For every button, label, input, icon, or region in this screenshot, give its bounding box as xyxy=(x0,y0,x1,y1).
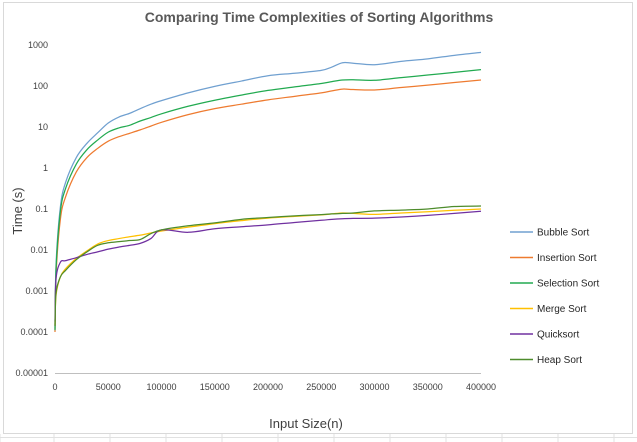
x-tick-label: 400000 xyxy=(466,382,496,392)
legend-item-selection-sort[interactable]: Selection Sort xyxy=(510,279,599,290)
legend-item-bubble-sort[interactable]: Bubble Sort xyxy=(510,228,589,239)
series-line-heap-sort[interactable] xyxy=(54,205,482,327)
x-tick-label: 150000 xyxy=(200,382,230,392)
series-line-quicksort[interactable] xyxy=(54,210,482,322)
series-line-selection-sort[interactable] xyxy=(54,69,482,331)
series-line-bubble-sort[interactable] xyxy=(54,51,482,329)
series-lines xyxy=(54,51,482,333)
legend-label: Merge Sort xyxy=(537,304,587,315)
legend-label: Heap Sort xyxy=(537,355,582,366)
legend-label: Quicksort xyxy=(537,330,579,341)
y-tick-label: 0.0001 xyxy=(20,327,48,337)
legend[interactable]: Bubble Sort Insertion Sort Selection Sort M… xyxy=(510,228,599,367)
y-tick-label: 0.1 xyxy=(35,204,48,214)
legend-item-quicksort[interactable]: Quicksort xyxy=(510,330,579,341)
line-chart: Comparing Time Complexities of Sorting A… xyxy=(10,9,599,431)
y-tick-label: 1000 xyxy=(28,40,48,50)
x-tick-label: 300000 xyxy=(359,382,389,392)
x-tick-label: 200000 xyxy=(253,382,283,392)
y-axis-ticks: 0.00001 0.0001 0.001 0.01 0.1 1 10 100 1000 xyxy=(15,40,48,378)
x-tick-label: 100000 xyxy=(146,382,176,392)
legend-label: Selection Sort xyxy=(537,279,599,290)
chart-title: Comparing Time Complexities of Sorting A… xyxy=(145,9,494,25)
series-line-insertion-sort[interactable] xyxy=(54,79,482,333)
y-axis-title: Time (s) xyxy=(10,187,25,234)
x-tick-label: 350000 xyxy=(413,382,443,392)
legend-label: Bubble Sort xyxy=(537,228,589,239)
y-tick-label: 1 xyxy=(43,163,48,173)
x-axis-title: Input Size(n) xyxy=(269,416,343,431)
x-tick-label: 250000 xyxy=(306,382,336,392)
x-tick-label: 50000 xyxy=(96,382,121,392)
legend-item-insertion-sort[interactable]: Insertion Sort xyxy=(510,253,597,264)
legend-label: Insertion Sort xyxy=(537,253,597,264)
y-tick-label: 10 xyxy=(38,122,48,132)
y-tick-label: 100 xyxy=(33,81,48,91)
y-tick-label: 0.00001 xyxy=(15,368,48,378)
series-line-merge-sort[interactable] xyxy=(54,208,482,325)
legend-item-merge-sort[interactable]: Merge Sort xyxy=(510,304,587,315)
x-tick-label: 0 xyxy=(52,382,57,392)
legend-item-heap-sort[interactable]: Heap Sort xyxy=(510,355,582,366)
y-tick-label: 0.001 xyxy=(25,286,48,296)
chart-frame[interactable]: Comparing Time Complexities of Sorting A… xyxy=(3,2,633,434)
x-axis-ticks: 0 50000 100000 150000 200000 250000 300000 3500… xyxy=(52,382,496,392)
y-tick-label: 0.01 xyxy=(30,245,48,255)
